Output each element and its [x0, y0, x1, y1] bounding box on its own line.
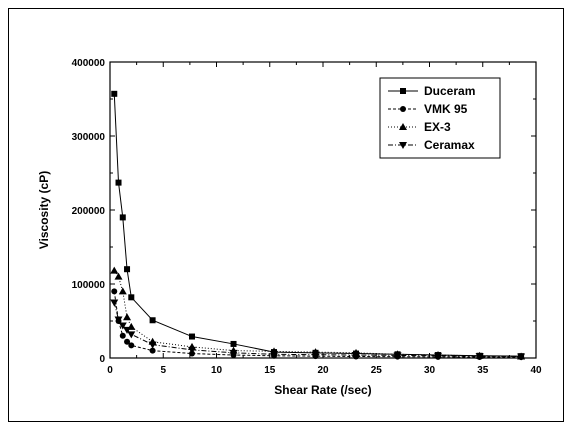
x-tick-label: 5	[160, 365, 166, 376]
y-axis-title: Viscosity (cP)	[37, 171, 51, 249]
data-point	[127, 331, 136, 339]
legend-marker	[400, 106, 406, 112]
data-point	[128, 294, 135, 301]
data-point	[188, 346, 197, 354]
data-point	[123, 313, 132, 321]
legend-label: Duceram	[424, 84, 475, 98]
series-vmk-95	[111, 288, 525, 361]
legend-marker	[399, 123, 407, 130]
data-point	[189, 333, 196, 340]
data-point	[352, 352, 361, 360]
legend-label: EX-3	[424, 120, 451, 134]
data-point	[475, 353, 484, 361]
data-point	[118, 287, 127, 295]
data-point	[124, 266, 131, 273]
data-point	[111, 90, 118, 97]
data-point	[118, 322, 127, 330]
legend-label: VMK 95	[424, 102, 468, 116]
data-point	[517, 353, 526, 361]
y-tick-label: 0	[99, 354, 105, 365]
data-point	[128, 342, 135, 349]
x-tick-label: 20	[317, 365, 329, 376]
x-tick-label: 15	[264, 365, 276, 376]
data-point	[115, 179, 122, 186]
data-point	[149, 317, 156, 324]
data-point	[148, 341, 157, 349]
legend: Duceram VMK 95 EX-3 Ceramax	[379, 77, 501, 159]
x-tick-label: 35	[477, 365, 489, 376]
data-point	[123, 326, 132, 334]
data-point	[230, 340, 237, 347]
data-point	[124, 338, 131, 345]
x-tick-label: 40	[530, 365, 542, 376]
series-ceramax	[110, 299, 526, 361]
legend-marker	[399, 142, 407, 149]
series-group	[110, 90, 526, 361]
data-point	[110, 266, 119, 274]
data-point	[114, 272, 123, 280]
data-point	[434, 352, 443, 360]
y-tick-label: 400000	[72, 58, 106, 69]
figure-frame	[8, 8, 564, 422]
data-point	[119, 332, 126, 339]
y-tick-label: 100000	[72, 280, 106, 291]
data-point	[270, 351, 279, 359]
data-point	[114, 316, 123, 324]
x-tick-label: 25	[371, 365, 383, 376]
x-tick-label: 30	[424, 365, 436, 376]
y-tick-label: 300000	[72, 132, 106, 143]
data-point	[311, 351, 320, 359]
data-point	[119, 214, 126, 221]
data-point	[111, 288, 118, 295]
y-tick-label: 200000	[72, 206, 106, 217]
data-point	[110, 299, 119, 307]
series-line	[113, 270, 522, 358]
x-tick-label: 0	[107, 365, 113, 376]
series-ex-3	[110, 266, 526, 360]
data-point	[393, 352, 402, 360]
legend-label: Ceramax	[424, 138, 475, 152]
data-point	[149, 347, 156, 354]
x-tick-label: 10	[211, 365, 223, 376]
x-axis-title: Shear Rate (/sec)	[274, 383, 371, 397]
legend-marker	[400, 88, 406, 94]
data-point	[229, 349, 238, 357]
